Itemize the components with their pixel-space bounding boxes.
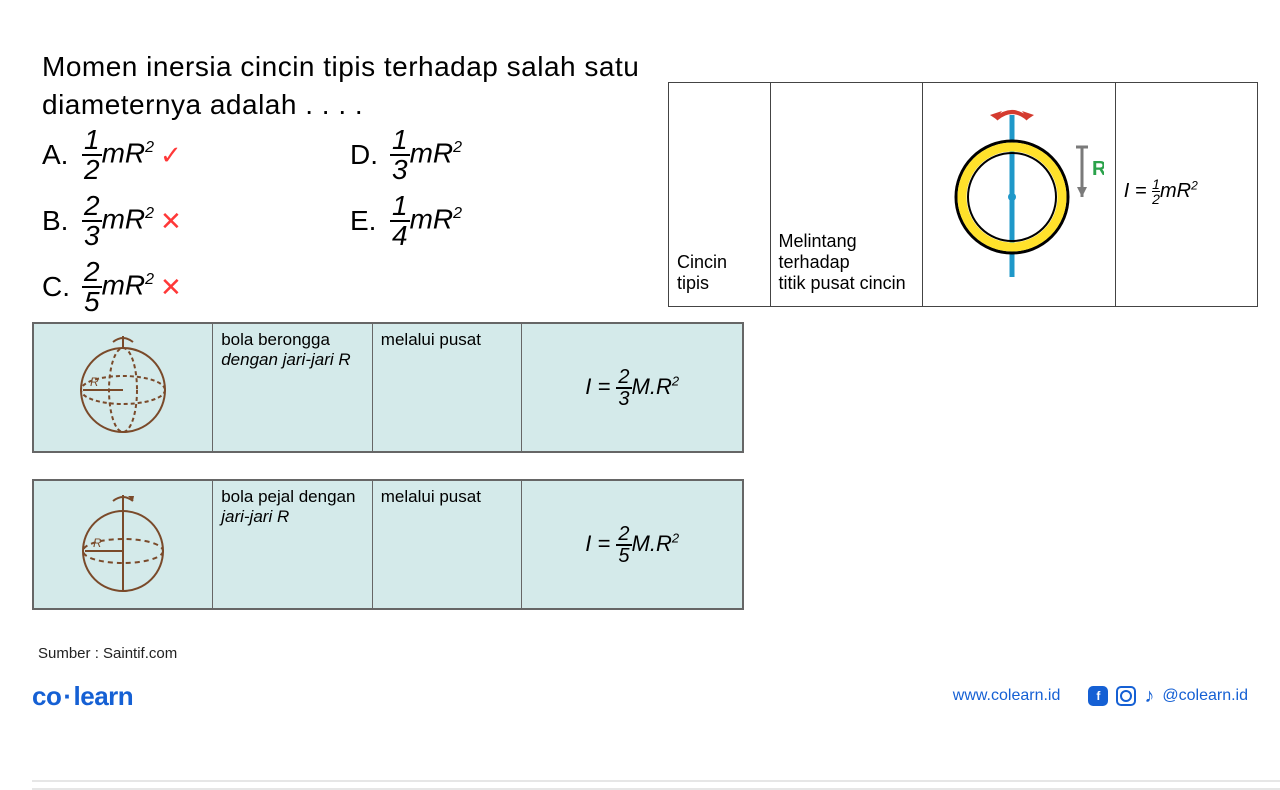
question-text: Momen inersia cincin tipis terhadap sala… — [42, 48, 662, 124]
option-expr: 13mR2 — [390, 126, 462, 184]
option-letter: E. — [350, 205, 390, 237]
option-A: A. 12mR2 ✓ — [42, 122, 182, 188]
instagram-icon[interactable] — [1116, 686, 1136, 706]
option-letter: B. — [42, 205, 82, 237]
lower-tables: R bola berongga dengan jari-jari R melal… — [32, 322, 1252, 636]
axis-cell: melalui pusat — [372, 480, 522, 609]
name-cell: bola pejal dengan jari-jari R — [213, 480, 373, 609]
cross-icon: ✕ — [160, 206, 182, 237]
option-letter: A. — [42, 139, 82, 171]
hollow-sphere-icon: R — [68, 330, 178, 440]
name-cell: bola berongga dengan jari-jari R — [213, 323, 373, 452]
table-row: R bola berongga dengan jari-jari R melal… — [32, 322, 744, 453]
divider — [32, 780, 1280, 782]
footer: co·learn www.colearn.id f ♪ @colearn.id — [0, 672, 1280, 720]
source-text: Sumber : Saintif.com — [38, 645, 177, 662]
option-expr: 25mR2 — [82, 258, 154, 316]
cross-icon: ✕ — [160, 272, 182, 303]
formula-cell: I = 25M.R2 — [522, 480, 743, 609]
ring-info-table: Cincin tipis Melintang terhadap titik pu… — [668, 82, 1258, 307]
options-right: D. 13mR2 E. 14mR2 — [350, 122, 462, 254]
options-left: A. 12mR2 ✓ B. 23mR2 ✕ C. 25mR2 ✕ — [42, 122, 182, 320]
option-letter: D. — [350, 139, 390, 171]
svg-text:R: R — [93, 536, 102, 550]
radius-label: R — [1092, 158, 1104, 180]
option-D: D. 13mR2 — [350, 122, 462, 188]
option-expr: 12mR2 — [82, 126, 154, 184]
option-C: C. 25mR2 ✕ — [42, 254, 182, 320]
shape-cell: R — [33, 323, 213, 452]
axis-cell: melalui pusat — [372, 323, 522, 452]
brand-logo: co·learn — [32, 681, 133, 712]
option-expr: 23mR2 — [82, 192, 154, 250]
ring-formula-cell: I = 12mR2 — [1115, 83, 1257, 307]
table-row: R bola pejal dengan jari-jari R melalui … — [32, 479, 744, 610]
ring-name-cell: Cincin tipis — [669, 83, 771, 307]
question-line2: diameternya adalah . . . . — [42, 89, 363, 120]
option-letter: C. — [42, 271, 82, 303]
svg-text:R: R — [90, 375, 99, 389]
footer-right: www.colearn.id f ♪ @colearn.id — [953, 685, 1248, 708]
check-icon: ✓ — [160, 140, 182, 171]
footer-url[interactable]: www.colearn.id — [953, 687, 1061, 705]
tiktok-icon[interactable]: ♪ — [1144, 685, 1154, 708]
social-handle: @colearn.id — [1162, 687, 1248, 705]
option-expr: 14mR2 — [390, 192, 462, 250]
option-E: E. 14mR2 — [350, 188, 462, 254]
ring-diagram-cell: R — [922, 83, 1115, 307]
facebook-icon[interactable]: f — [1088, 686, 1108, 706]
solid-sphere-icon: R — [68, 487, 178, 597]
social-links: f ♪ @colearn.id — [1088, 685, 1248, 708]
ring-formula: I = 12mR2 — [1124, 180, 1198, 202]
ring-diagram-icon: R — [934, 97, 1104, 287]
shape-cell: R — [33, 480, 213, 609]
question-line1: Momen inersia cincin tipis terhadap sala… — [42, 51, 639, 82]
option-B: B. 23mR2 ✕ — [42, 188, 182, 254]
ring-axis-cell: Melintang terhadap titik pusat cincin — [770, 83, 922, 307]
formula-cell: I = 23M.R2 — [522, 323, 743, 452]
